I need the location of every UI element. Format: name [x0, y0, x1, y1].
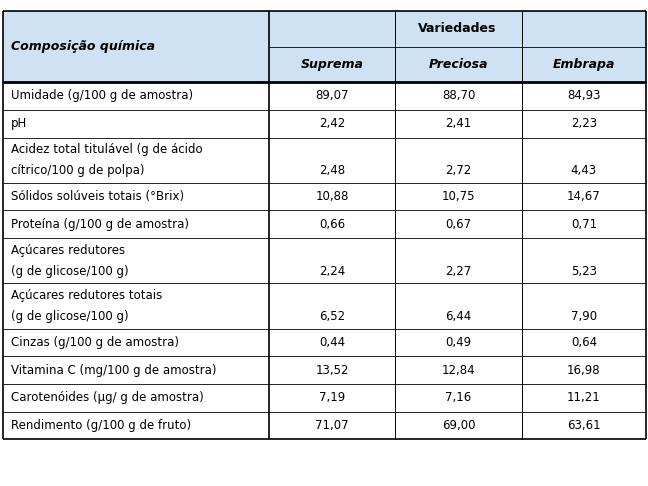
Text: 14,67: 14,67: [567, 190, 601, 203]
Text: Açúcares redutores totais: Açúcares redutores totais: [11, 289, 162, 302]
Text: (g de glicose/100 g): (g de glicose/100 g): [11, 265, 129, 278]
Text: 0,71: 0,71: [571, 218, 597, 231]
Text: 6,52: 6,52: [319, 310, 345, 323]
Text: 7,90: 7,90: [571, 310, 597, 323]
Text: 0,67: 0,67: [445, 218, 472, 231]
Text: (g de glicose/100 g): (g de glicose/100 g): [11, 310, 129, 323]
Text: 88,70: 88,70: [442, 89, 475, 103]
Bar: [269, 11, 646, 47]
Text: 2,41: 2,41: [445, 117, 472, 130]
Text: Embrapa: Embrapa: [553, 58, 615, 71]
Text: 2,48: 2,48: [319, 164, 345, 177]
Text: Variedades: Variedades: [419, 22, 496, 35]
Bar: [3, 11, 269, 82]
Text: 4,43: 4,43: [571, 164, 597, 177]
Text: Composição química: Composição química: [11, 40, 155, 53]
Text: 7,19: 7,19: [319, 391, 345, 404]
Text: 2,23: 2,23: [571, 117, 597, 130]
Bar: [269, 47, 646, 82]
Text: 2,27: 2,27: [445, 265, 472, 278]
Text: 84,93: 84,93: [567, 89, 601, 103]
Text: Cinzas (g/100 g de amostra): Cinzas (g/100 g de amostra): [11, 336, 179, 349]
Text: pH: pH: [11, 117, 27, 130]
Text: Suprema: Suprema: [301, 58, 364, 71]
Text: 0,64: 0,64: [571, 336, 597, 349]
Text: 7,16: 7,16: [445, 391, 472, 404]
Text: 69,00: 69,00: [442, 419, 475, 432]
Text: Acidez total titulável (g de ácido: Acidez total titulável (g de ácido: [11, 143, 203, 156]
Text: 10,75: 10,75: [442, 190, 475, 203]
Text: 6,44: 6,44: [445, 310, 472, 323]
Text: 11,21: 11,21: [567, 391, 601, 404]
Text: Sólidos solúveis totais (°Brix): Sólidos solúveis totais (°Brix): [11, 190, 184, 203]
Text: 5,23: 5,23: [571, 265, 597, 278]
Text: Umidade (g/100 g de amostra): Umidade (g/100 g de amostra): [11, 89, 193, 103]
Text: 0,49: 0,49: [445, 336, 472, 349]
Text: Rendimento (g/100 g de fruto): Rendimento (g/100 g de fruto): [11, 419, 191, 432]
Text: Vitamina C (mg/100 g de amostra): Vitamina C (mg/100 g de amostra): [11, 364, 216, 377]
Text: Proteína (g/100 g de amostra): Proteína (g/100 g de amostra): [11, 218, 189, 231]
Text: 10,88: 10,88: [316, 190, 349, 203]
Text: 16,98: 16,98: [567, 364, 601, 377]
Text: 2,72: 2,72: [445, 164, 472, 177]
Text: Açúcares redutores: Açúcares redutores: [11, 244, 125, 257]
Text: 71,07: 71,07: [316, 419, 349, 432]
Text: cítrico/100 g de polpa): cítrico/100 g de polpa): [11, 164, 145, 177]
Text: 89,07: 89,07: [316, 89, 349, 103]
Text: 2,42: 2,42: [319, 117, 345, 130]
Text: Preciosa: Preciosa: [429, 58, 488, 71]
Text: 2,24: 2,24: [319, 265, 345, 278]
Text: 0,66: 0,66: [319, 218, 345, 231]
Text: 12,84: 12,84: [442, 364, 475, 377]
Text: 63,61: 63,61: [567, 419, 601, 432]
Text: Carotenóides (µg/ g de amostra): Carotenóides (µg/ g de amostra): [11, 391, 203, 404]
Text: 0,44: 0,44: [319, 336, 345, 349]
Text: 13,52: 13,52: [316, 364, 349, 377]
